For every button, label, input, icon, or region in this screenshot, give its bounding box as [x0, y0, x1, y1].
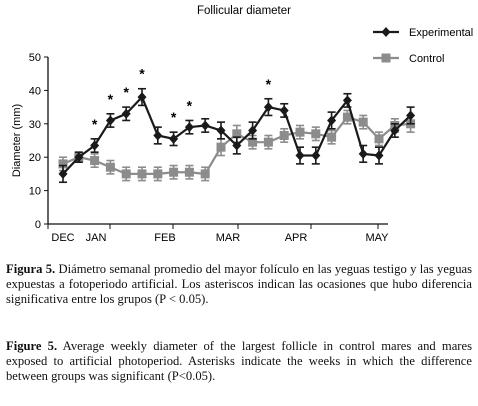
significance-stars: * * * * * * *: [92, 66, 272, 132]
y-tick-label: 10: [29, 186, 41, 198]
significance-star: *: [187, 97, 193, 113]
y-tick-label: 20: [29, 152, 41, 164]
legend-marker: [381, 27, 391, 37]
series-experimental: [58, 87, 416, 184]
y-tick-label: 50: [29, 52, 41, 64]
month-label: APR: [285, 232, 308, 244]
significance-star: *: [139, 66, 145, 82]
data-point: [295, 127, 305, 137]
data-point: [169, 167, 179, 177]
data-point: [374, 150, 384, 161]
data-point: [327, 115, 337, 126]
chart-title: Follicular diameter: [197, 5, 291, 17]
significance-star: *: [92, 116, 98, 132]
data-point: [137, 169, 147, 179]
data-point: [295, 150, 305, 161]
data-point: [200, 120, 210, 131]
follicular-diameter-chart: Follicular diameter 0 10 20 30 40 50 Diameter …: [11, 5, 473, 244]
legend-marker: [381, 53, 391, 63]
data-point: [263, 102, 273, 113]
data-point: [105, 162, 115, 172]
legend-label: Experimental: [409, 27, 473, 39]
data-point: [137, 92, 147, 103]
data-point: [58, 159, 68, 169]
legend: Experimental Control: [373, 27, 473, 65]
data-point: [311, 129, 321, 139]
data-point: [153, 169, 163, 179]
data-point: [279, 130, 289, 140]
data-point: [342, 95, 352, 106]
month-label: FEB: [154, 232, 175, 244]
y-tick-label: 40: [29, 85, 41, 97]
significance-star: *: [171, 109, 177, 125]
y-tick-label: 30: [29, 119, 41, 131]
data-point: [184, 167, 194, 177]
data-point: [248, 137, 258, 147]
data-point: [358, 148, 368, 159]
data-point: [121, 108, 131, 119]
data-point: [121, 169, 131, 179]
data-point: [327, 132, 337, 142]
data-point: [200, 169, 210, 179]
y-axis-label: Diameter (mm): [11, 104, 23, 177]
data-point: [390, 125, 400, 136]
data-point: [342, 112, 352, 122]
significance-star: *: [123, 84, 129, 100]
data-point: [216, 142, 226, 152]
data-point: [216, 125, 226, 136]
caption-spanish-label: Figura 5.: [6, 262, 56, 276]
legend-item-experimental: Experimental: [373, 27, 473, 39]
y-tick-label: 0: [35, 219, 41, 231]
data-point: [105, 115, 115, 126]
caption-english: Figure 5. Average weekly diameter of the…: [6, 339, 472, 384]
data-point: [263, 137, 273, 147]
caption-english-text: Average weekly diameter of the largest f…: [6, 339, 472, 383]
data-point: [169, 133, 179, 144]
data-point: [58, 168, 68, 179]
data-point: [311, 150, 321, 161]
data-point: [358, 117, 368, 127]
data-point: [232, 129, 242, 139]
caption-english-label: Figure 5.: [6, 339, 58, 353]
month-label: DEC: [51, 232, 74, 244]
month-label: MAR: [216, 232, 241, 244]
legend-item-control: Control: [373, 53, 444, 65]
significance-star: *: [266, 76, 272, 92]
data-point: [90, 140, 100, 151]
data-point: [153, 130, 163, 141]
month-label: JAN: [86, 232, 107, 244]
data-point: [279, 105, 289, 116]
data-point: [374, 134, 384, 144]
caption-spanish-text: Diámetro semanal promedio del mayor folí…: [6, 262, 472, 306]
data-point: [232, 140, 242, 151]
significance-star: *: [108, 91, 114, 107]
axes: 0 10 20 30 40 50 Diameter (mm) DEC JAN FEB MAR APR M…: [11, 52, 389, 244]
caption-spanish: Figura 5. Diámetro semanal promedio del …: [6, 262, 472, 307]
data-point: [406, 110, 416, 121]
series-layer: [58, 87, 416, 184]
data-point: [184, 122, 194, 133]
data-point: [248, 125, 258, 136]
legend-label: Control: [409, 53, 444, 65]
data-point: [90, 156, 100, 166]
month-label: MAY: [365, 232, 389, 244]
data-point: [74, 152, 84, 163]
